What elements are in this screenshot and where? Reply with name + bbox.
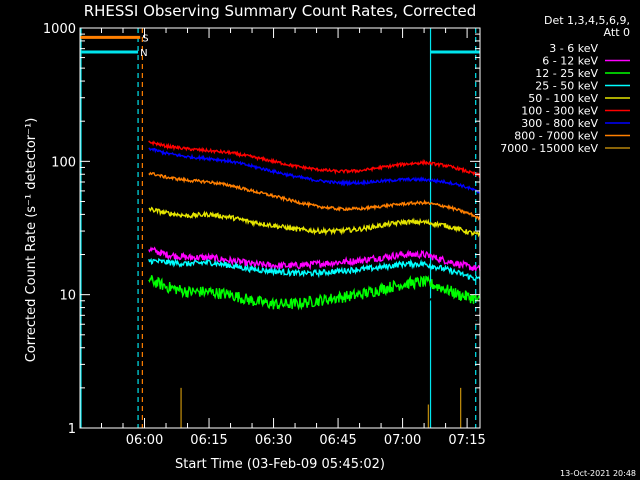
legend-entry-label: 25 - 50 keV (535, 80, 598, 93)
legend-entry-label: 7000 - 15000 keV (500, 142, 598, 155)
x-tick-label: 06:00 (126, 433, 163, 448)
footer-date: 13-Oct-2021 20:48 (560, 469, 636, 478)
x-tick-label: 06:45 (319, 433, 356, 448)
series-line (148, 171, 481, 221)
chart-title: RHESSI Observing Summary Count Rates, Co… (84, 2, 477, 20)
flag-label: S (142, 33, 148, 44)
legend-entry-label: 6 - 12 keV (542, 55, 598, 68)
flag-label: N (140, 48, 147, 59)
legend-entry-label: 300 - 800 keV (521, 117, 598, 130)
series-line (148, 206, 481, 238)
plot-area: SN (80, 28, 481, 428)
x-tick-label: 06:30 (255, 433, 292, 448)
x-tick-label: 06:15 (190, 433, 227, 448)
legend-entry-label: 100 - 300 keV (521, 105, 598, 118)
y-tick-label: 1 (68, 422, 76, 437)
legend-entry-label: 3 - 6 keV (549, 42, 598, 55)
series-line (148, 140, 481, 179)
x-axis-ticks: 06:00 06:15 06:30 06:45 07:00 07:15 (101, 28, 486, 448)
x-axis-label: Start Time (03-Feb-09 05:45:02) (175, 457, 385, 472)
y-tick-label: 10 (59, 289, 76, 304)
plot-frame (79, 27, 481, 429)
series-line (148, 246, 481, 272)
legend-entry-label: 50 - 100 keV (528, 92, 598, 105)
legend-header-line-2: Att 0 (604, 26, 630, 39)
series-line (148, 276, 481, 326)
series-line (148, 257, 481, 282)
y-tick-label: 1000 (43, 22, 76, 37)
x-tick-label: 07:00 (384, 433, 421, 448)
y-axis-label: Corrected Count Rate (s⁻¹ detector⁻¹) (24, 118, 39, 363)
x-tick-label: 07:15 (448, 433, 485, 448)
legend-entry-label: 12 - 25 keV (535, 67, 598, 80)
legend-entry-label: 800 - 7000 keV (514, 130, 598, 143)
y-tick-label: 100 (51, 155, 76, 170)
series-line (148, 274, 481, 311)
series-line (148, 147, 481, 194)
y-axis-ticks: 1 10 100 1000 (43, 22, 480, 437)
legend-header-line-1: Det 1,3,4,5,6,9, (544, 14, 630, 27)
